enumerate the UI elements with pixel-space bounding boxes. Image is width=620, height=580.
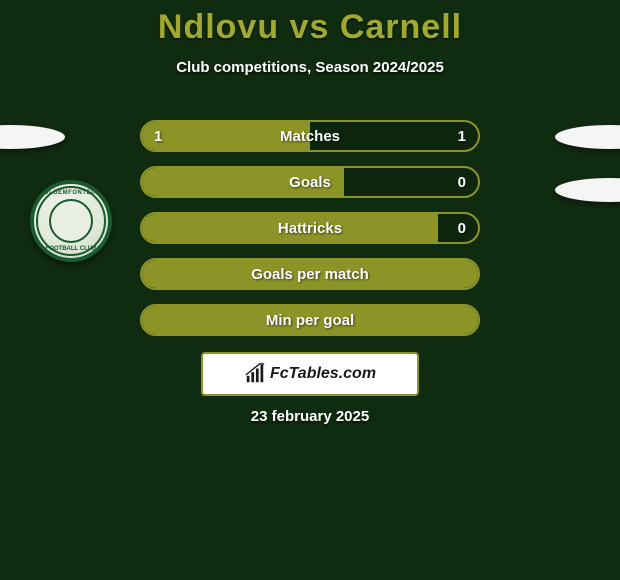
subtitle: Club competitions, Season 2024/2025: [0, 59, 620, 76]
stat-label: Min per goal: [142, 306, 478, 334]
stat-row-hattricks: Hattricks 0: [140, 212, 480, 244]
stat-label: Goals per match: [142, 260, 478, 288]
decor-ellipse-right-1: [555, 125, 620, 149]
page-title: Ndlovu vs Carnell: [0, 0, 620, 47]
stat-label: Goals: [142, 168, 478, 196]
stat-row-mpg: Min per goal: [140, 304, 480, 336]
stat-value-right: 0: [458, 168, 466, 196]
badge-center: [49, 199, 93, 243]
date-text: 23 february 2025: [0, 408, 620, 425]
stat-row-goals: Goals 0: [140, 166, 480, 198]
brand-text: FcTables.com: [270, 365, 376, 383]
decor-ellipse-left: [0, 125, 65, 149]
stats-rows: 1 Matches 1 Goals 0 Hattricks 0 Goals pe…: [140, 120, 480, 350]
stat-label: Hattricks: [142, 214, 478, 242]
stat-value-right: 1: [458, 122, 466, 150]
brand-box[interactable]: FcTables.com: [201, 352, 419, 396]
chart-icon: [244, 363, 266, 385]
decor-ellipse-right-2: [555, 178, 620, 202]
stat-row-matches: 1 Matches 1: [140, 120, 480, 152]
stat-row-gpm: Goals per match: [140, 258, 480, 290]
badge-text-bottom: FOOTBALL CLUB: [34, 246, 108, 252]
stat-value-right: 0: [458, 214, 466, 242]
badge-text-top: BLOEMFONTEIN: [34, 190, 108, 196]
stat-label: Matches: [142, 122, 478, 150]
club-badge-left: BLOEMFONTEIN FOOTBALL CLUB: [30, 180, 112, 262]
